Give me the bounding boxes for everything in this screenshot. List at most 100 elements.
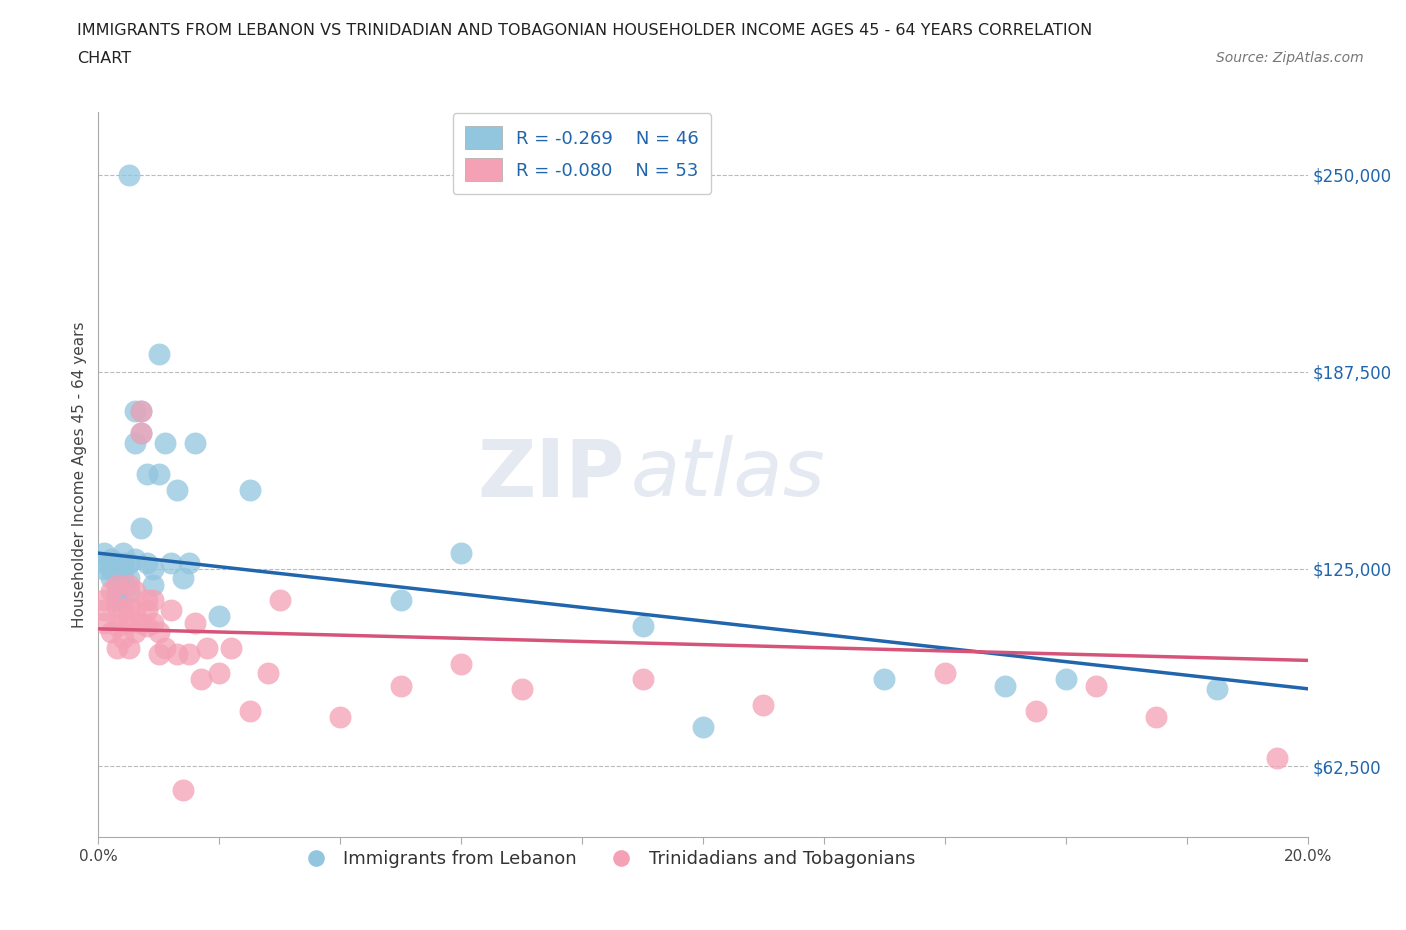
Point xyxy=(142,562,165,577)
Legend: Immigrants from Lebanon, Trinidadians and Tobagonians: Immigrants from Lebanon, Trinidadians an… xyxy=(291,843,922,875)
Point xyxy=(100,625,122,640)
Point xyxy=(118,578,141,592)
Point xyxy=(100,562,122,577)
Point xyxy=(166,646,188,661)
Point xyxy=(934,666,956,681)
Point xyxy=(105,618,128,633)
Point xyxy=(129,404,152,418)
Point xyxy=(111,555,134,570)
Point xyxy=(124,583,146,598)
Y-axis label: Householder Income Ages 45 - 64 years: Householder Income Ages 45 - 64 years xyxy=(72,321,87,628)
Point xyxy=(172,571,194,586)
Point xyxy=(100,571,122,586)
Point xyxy=(135,618,157,633)
Point xyxy=(93,555,115,570)
Point xyxy=(105,593,128,608)
Point xyxy=(129,404,152,418)
Point xyxy=(1024,703,1046,718)
Point xyxy=(148,347,170,362)
Point xyxy=(118,571,141,586)
Point xyxy=(105,578,128,592)
Point xyxy=(1144,710,1167,724)
Point xyxy=(752,698,775,712)
Point xyxy=(160,555,183,570)
Text: IMMIGRANTS FROM LEBANON VS TRINIDADIAN AND TOBAGONIAN HOUSEHOLDER INCOME AGES 45: IMMIGRANTS FROM LEBANON VS TRINIDADIAN A… xyxy=(77,23,1092,38)
Point xyxy=(111,571,134,586)
Point xyxy=(195,641,218,656)
Point xyxy=(111,615,134,630)
Point xyxy=(153,435,176,450)
Point xyxy=(129,426,152,441)
Point xyxy=(166,483,188,498)
Point xyxy=(631,671,654,686)
Point xyxy=(118,167,141,182)
Point xyxy=(329,710,352,724)
Point xyxy=(135,603,157,618)
Point xyxy=(118,641,141,656)
Point xyxy=(179,646,201,661)
Point xyxy=(994,678,1017,693)
Point xyxy=(179,555,201,570)
Point xyxy=(184,615,207,630)
Point xyxy=(124,603,146,618)
Point xyxy=(111,603,134,618)
Point xyxy=(135,593,157,608)
Point xyxy=(1206,682,1229,697)
Point xyxy=(105,587,128,602)
Point xyxy=(124,435,146,450)
Text: atlas: atlas xyxy=(630,435,825,513)
Point xyxy=(93,593,115,608)
Point xyxy=(129,426,152,441)
Point xyxy=(93,615,115,630)
Point xyxy=(135,467,157,482)
Point xyxy=(93,603,115,618)
Point xyxy=(129,615,152,630)
Point xyxy=(631,618,654,633)
Point xyxy=(135,555,157,570)
Point xyxy=(105,555,128,570)
Point xyxy=(208,609,231,624)
Text: Source: ZipAtlas.com: Source: ZipAtlas.com xyxy=(1216,51,1364,65)
Point xyxy=(105,578,128,592)
Point xyxy=(256,666,278,681)
Point xyxy=(129,521,152,536)
Point xyxy=(111,546,134,561)
Point xyxy=(208,666,231,681)
Point xyxy=(450,656,472,671)
Point xyxy=(148,467,170,482)
Point xyxy=(450,546,472,561)
Point xyxy=(142,593,165,608)
Point xyxy=(1054,671,1077,686)
Point xyxy=(124,552,146,567)
Point xyxy=(239,703,262,718)
Point xyxy=(1085,678,1108,693)
Point xyxy=(389,593,412,608)
Point xyxy=(100,583,122,598)
Point xyxy=(124,404,146,418)
Point xyxy=(118,555,141,570)
Point xyxy=(111,631,134,645)
Point xyxy=(1267,751,1289,765)
Point xyxy=(124,625,146,640)
Point xyxy=(269,593,291,608)
Point xyxy=(148,646,170,661)
Point xyxy=(111,562,134,577)
Point xyxy=(153,641,176,656)
Point xyxy=(873,671,896,686)
Text: ZIP: ZIP xyxy=(477,435,624,513)
Point xyxy=(142,578,165,592)
Point xyxy=(148,625,170,640)
Point xyxy=(118,599,141,614)
Point xyxy=(118,615,141,630)
Point xyxy=(142,615,165,630)
Point xyxy=(93,562,115,577)
Point xyxy=(389,678,412,693)
Point xyxy=(93,546,115,561)
Point xyxy=(221,641,243,656)
Point xyxy=(190,671,212,686)
Point xyxy=(239,483,262,498)
Point xyxy=(172,782,194,797)
Point xyxy=(510,682,533,697)
Point xyxy=(100,552,122,567)
Point xyxy=(160,603,183,618)
